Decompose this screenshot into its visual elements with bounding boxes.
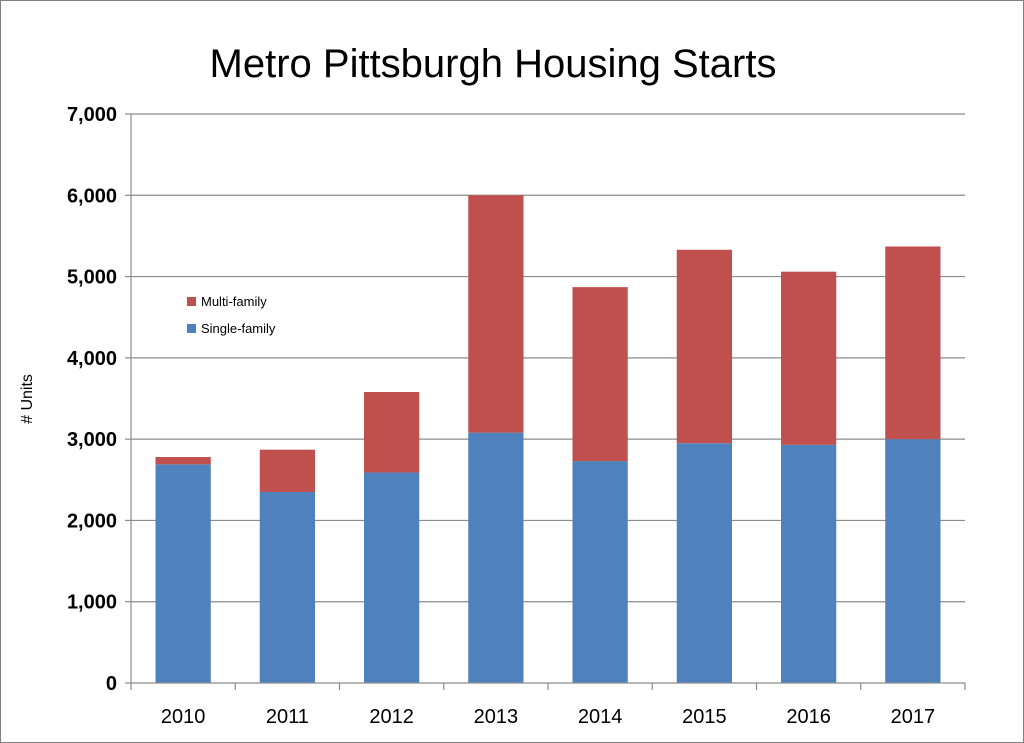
x-tick-label: 2011 [266,706,309,728]
chart-title: Metro Pittsburgh Housing Starts [210,42,777,86]
legend-label-multi-family: Multi-family [201,294,267,309]
legend-swatch-single-family [187,324,196,333]
x-tick-label: 2010 [161,706,206,728]
x-tick-label: 2013 [474,706,519,728]
bar-single-family-2013 [468,432,524,683]
x-tick-label: 2015 [682,706,727,728]
y-tick-label: 2,000 [67,510,117,532]
bar-single-family-2010 [155,464,211,683]
bar-multi-family-2017 [885,246,941,440]
bar-single-family-2017 [885,439,941,683]
axes [125,113,966,690]
bar-single-family-2015 [676,443,733,683]
x-tick-label: 2016 [786,706,831,728]
bar-multi-family-2013 [468,195,524,433]
bar-multi-family-2014 [572,287,628,462]
y-tick-label: 4,000 [67,348,117,370]
x-tick-label: 2012 [369,706,414,728]
bar-multi-family-2016 [780,271,837,445]
y-tick-label: 5,000 [67,267,117,289]
bar-multi-family-2015 [676,249,733,444]
bar-single-family-2014 [572,461,628,683]
legend-label-single-family: Single-family [201,321,276,336]
bar-multi-family-2010 [155,457,211,465]
bar-single-family-2011 [259,491,316,683]
y-tick-label: 6,000 [67,185,117,207]
x-tick-label: 2014 [578,706,623,728]
y-tick-label: 3,000 [67,429,117,451]
bar-multi-family-2012 [363,391,420,473]
legend-swatch-multi-family [187,297,196,306]
x-tick-label: 2017 [891,706,936,728]
bar-multi-family-2011 [259,449,316,492]
bars [155,195,941,683]
gridlines [131,113,965,603]
bar-single-family-2016 [780,444,837,683]
y-tick-label: 1,000 [67,592,117,614]
y-tick-label: 0 [106,673,117,695]
y-tick-label: 7,000 [67,104,117,126]
y-axis-label: # Units [19,374,36,424]
tick-labels: 0 1,000 2,000 3,000 4,000 5,000 6,000 7,000 2010… [67,104,935,728]
legend: Multi-family Single-family [187,294,276,336]
bar-single-family-2012 [363,472,420,683]
